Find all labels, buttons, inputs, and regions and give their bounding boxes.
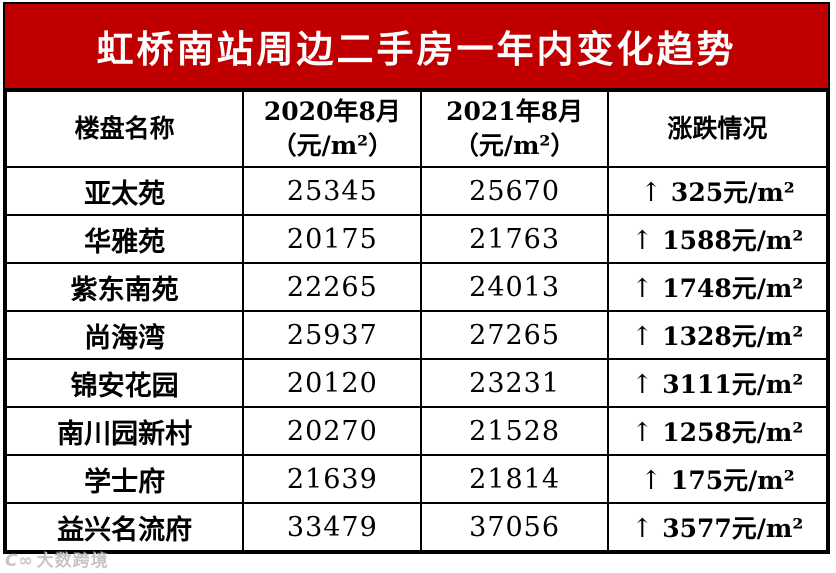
price-table-sheet: 虹桥南站周边二手房一年内变化趋势 楼盘名称 2020年8月 （元/m²） 202… [3, 2, 830, 554]
estate-name: 尚海湾 [4, 310, 245, 360]
price-2021: 21763 [420, 214, 609, 264]
table-row: 华雅苑 20175 21763 ↑ 1588元/m² [4, 214, 829, 264]
estate-name: 锦安花园 [4, 358, 245, 408]
header-aug2021-label: 2021年8月 [446, 97, 584, 127]
header-change-label: 涨跌情况 [667, 114, 768, 144]
price-2021: 24013 [420, 262, 609, 312]
price-change-value: 3577元/m² [662, 514, 804, 543]
price-change: ↑ 1748元/m² [606, 262, 829, 312]
estate-name: 学士府 [4, 454, 245, 504]
table-row: 紫东南苑 22265 24013 ↑ 1748元/m² [4, 262, 829, 312]
table-header: 楼盘名称 2020年8月 （元/m²） 2021年8月 （元/m²） 涨跌情况 [4, 90, 829, 168]
up-arrow-icon: ↑ [631, 514, 654, 544]
up-arrow-icon: ↑ [631, 274, 654, 304]
price-change-value: 3111元/m² [662, 370, 804, 399]
up-arrow-icon: ↑ [640, 178, 662, 208]
price-change-value: 1748元/m² [662, 274, 804, 303]
estate-name: 亚太苑 [4, 166, 245, 216]
price-change: ↑ 1258元/m² [606, 406, 829, 456]
header-name: 楼盘名称 [4, 90, 245, 168]
price-change-value: 325元/m² [670, 178, 795, 207]
title-banner: 虹桥南站周边二手房一年内变化趋势 [5, 4, 828, 90]
price-2020: 33479 [242, 502, 423, 552]
table-row: 学士府 21639 21814 ↑ 175元/m² [4, 454, 829, 504]
price-change: ↑ 1588元/m² [606, 214, 829, 264]
price-change: ↑ 175元/m² [606, 454, 829, 504]
table-row: 益兴名流府 33479 37056 ↑ 3577元/m² [4, 502, 829, 552]
up-arrow-icon: ↑ [631, 370, 654, 400]
estate-name: 益兴名流府 [4, 502, 245, 552]
price-change: ↑ 325元/m² [606, 166, 829, 216]
estate-name: 南川园新村 [4, 406, 245, 456]
estate-name: 华雅苑 [4, 214, 245, 264]
up-arrow-icon: ↑ [631, 226, 654, 256]
price-2020: 20270 [242, 406, 423, 456]
price-2020: 22265 [242, 262, 423, 312]
header-aug2020: 2020年8月 （元/m²） [242, 90, 423, 168]
price-2021: 37056 [420, 502, 609, 552]
price-change-value: 175元/m² [670, 466, 795, 495]
header-aug2020-label: 2020年8月 [263, 97, 401, 127]
price-2021: 27265 [420, 310, 609, 360]
price-2021: 23231 [420, 358, 609, 408]
price-change-value: 1588元/m² [662, 226, 804, 255]
watermark-text: 大数跨境 [36, 551, 109, 571]
table-body: 亚太苑 25345 25670 ↑ 325元/m² 华雅苑 20175 21763… [4, 166, 829, 552]
header-aug2020-unit: （元/m²） [271, 131, 394, 160]
table-row: 尚海湾 25937 27265 ↑ 1328元/m² [4, 310, 829, 360]
header-aug2021: 2021年8月 （元/m²） [420, 90, 609, 168]
price-2020: 25345 [242, 166, 423, 216]
price-change: ↑ 3577元/m² [606, 502, 829, 552]
up-arrow-icon: ↑ [631, 322, 654, 352]
price-2021: 21814 [420, 454, 609, 504]
estate-name: 紫东南苑 [4, 262, 245, 312]
table-row: 亚太苑 25345 25670 ↑ 325元/m² [4, 166, 829, 216]
up-arrow-icon: ↑ [631, 418, 654, 448]
price-2020: 20175 [242, 214, 423, 264]
price-change: ↑ 3111元/m² [606, 358, 829, 408]
page-title: 虹桥南站周边二手房一年内变化趋势 [96, 27, 737, 71]
header-aug2021-unit: （元/m²） [453, 131, 576, 160]
header-row: 楼盘名称 2020年8月 （元/m²） 2021年8月 （元/m²） 涨跌情况 [4, 90, 829, 168]
up-arrow-icon: ↑ [640, 466, 662, 496]
price-change: ↑ 1328元/m² [606, 310, 829, 360]
watermark-logo: C∞ [5, 551, 34, 571]
table-row: 南川园新村 20270 21528 ↑ 1258元/m² [4, 406, 829, 456]
header-change: 涨跌情况 [606, 90, 829, 168]
price-2020: 25937 [242, 310, 423, 360]
price-change-value: 1328元/m² [662, 322, 804, 351]
price-change-value: 1258元/m² [662, 418, 804, 447]
price-2021: 21528 [420, 406, 609, 456]
table-row: 锦安花园 20120 23231 ↑ 3111元/m² [4, 358, 829, 408]
price-table: 楼盘名称 2020年8月 （元/m²） 2021年8月 （元/m²） 涨跌情况 … [4, 90, 829, 552]
price-2020: 20120 [242, 358, 423, 408]
header-name-label: 楼盘名称 [74, 114, 175, 144]
price-2020: 21639 [242, 454, 423, 504]
price-2021: 25670 [420, 166, 609, 216]
